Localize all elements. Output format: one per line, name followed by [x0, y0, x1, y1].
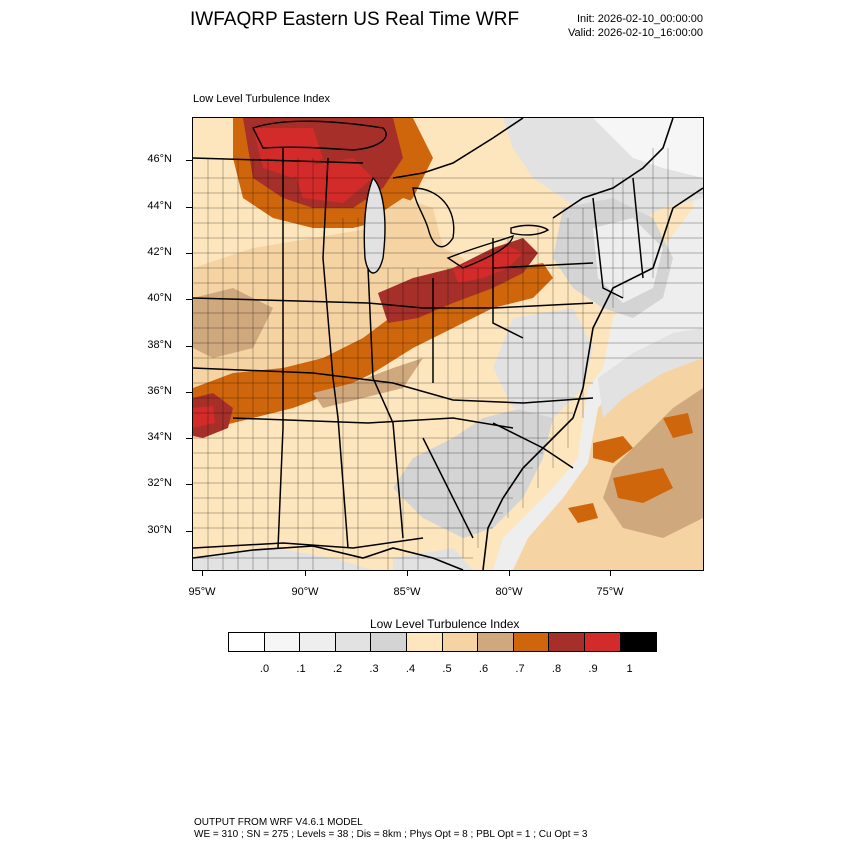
lat-tick-40: 40°N [147, 292, 172, 304]
colorbar-swatch-5 [406, 633, 443, 651]
map-canvas [193, 118, 703, 570]
figure-title: IWFAQRP Eastern US Real Time WRF [190, 9, 520, 30]
colorbar-swatch-2 [300, 633, 336, 651]
model-info-line2: WE = 310 ; SN = 275 ; Levels = 38 ; Dis … [194, 829, 588, 840]
northeast-light [593, 218, 663, 303]
lat-tick-30: 30°N [147, 524, 172, 536]
colorbar [228, 632, 658, 652]
east-coastline [482, 187, 703, 570]
county-grid [193, 148, 703, 570]
colorbar-swatch-6 [442, 633, 479, 651]
atlantic-orange-4 [568, 503, 598, 523]
colorbar-swatch-9 [549, 633, 585, 651]
ohio-red-bright [453, 246, 523, 283]
lake-ontario [510, 224, 550, 236]
colorbar-swatch-0 [229, 633, 265, 651]
colorbar-swatch-1 [264, 633, 301, 651]
florida-gray [393, 548, 473, 570]
arkansas-bright [193, 406, 215, 428]
lon-tick-75: 75°W [596, 586, 624, 598]
upper-midwest-bright [253, 128, 323, 178]
atlantic-orange-1 [593, 436, 633, 463]
ocean-light-band [598, 328, 703, 418]
michigan-lower [373, 198, 443, 268]
lat-tick-34: 34°N [147, 431, 172, 443]
southeast-gray [393, 408, 553, 538]
colorbar-label: .5 [442, 663, 452, 675]
colorbar-title: Low Level Turbulence Index [370, 617, 520, 631]
valid-time: Valid: 2026-02-10_16:00:00 [568, 27, 703, 39]
lat-tick-42: 42°N [147, 246, 172, 258]
lon-tick-90: 90°W [291, 586, 319, 598]
colorbar-label: .3 [369, 663, 379, 675]
init-time: Init: 2026-02-10_00:00:00 [577, 13, 703, 25]
colorbar-label: .8 [551, 663, 562, 675]
model-info-line1: OUTPUT FROM WRF V4.6.1 MODEL [194, 817, 363, 828]
colorbar-label: .0 [259, 663, 270, 675]
lon-tick-95: 95°W [188, 586, 216, 598]
turbulence-map [192, 117, 704, 571]
colorbar-swatch-4 [371, 633, 407, 651]
lon-tick-85: 85°W [393, 586, 421, 598]
atlantic-orange-2 [613, 468, 673, 503]
colorbar-label: 1 [626, 663, 633, 675]
lake-michigan [363, 176, 386, 274]
colorbar-label: .7 [515, 663, 525, 675]
lake-huron [412, 187, 455, 248]
lat-tick-44: 44°N [147, 200, 172, 212]
plot-label: Low Level Turbulence Index [193, 93, 330, 105]
canada-light [593, 118, 703, 178]
colorbar-label: .6 [478, 663, 489, 675]
gulf-coastline [193, 545, 464, 570]
atlantic-orange-3 [663, 413, 693, 438]
colorbar-label: .2 [332, 663, 343, 675]
lat-tick-46: 46°N [147, 153, 172, 165]
colorbar-label: .4 [405, 663, 416, 675]
colorbar-label: .1 [296, 663, 306, 675]
colorbar-label: .9 [588, 663, 598, 675]
colorbar-swatch-8 [513, 633, 550, 651]
lon-tick-80: 80°W [495, 586, 523, 598]
lat-tick-36: 36°N [147, 385, 172, 397]
colorbar-swatch-11 [620, 633, 657, 651]
lake-superior [252, 120, 387, 151]
lake-erie [446, 234, 514, 269]
colorbar-swatch-7 [478, 633, 514, 651]
lat-tick-32: 32°N [147, 477, 172, 489]
canada-border [392, 118, 674, 219]
lat-tick-38: 38°N [147, 339, 172, 351]
colorbar-swatch-3 [335, 633, 372, 651]
colorbar-swatch-10 [584, 633, 621, 651]
